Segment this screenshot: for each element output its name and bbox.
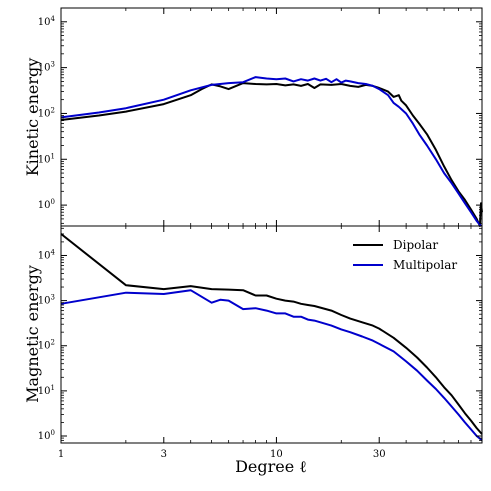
x-tick-label: 1 bbox=[58, 449, 64, 460]
magnetic-series-group bbox=[60, 233, 483, 442]
kinetic-plot-frame bbox=[60, 7, 483, 227]
kinetic-y-axis-label: Kinetic energy bbox=[23, 58, 42, 177]
y-tick-label: 100 bbox=[38, 429, 55, 442]
x-tick-label: 10 bbox=[270, 449, 283, 460]
kinetic-series-group bbox=[60, 76, 483, 227]
y-tick-label: 102 bbox=[38, 106, 55, 119]
y-tick-label: 101 bbox=[38, 384, 55, 397]
magnetic-energy-panel: 100 101 102 103 104 1 3 10 30 Magnetic energy De… bbox=[23, 225, 483, 476]
y-tick-label: 101 bbox=[38, 152, 55, 165]
x-tick-label: 30 bbox=[373, 449, 386, 460]
y-tick-label: 103 bbox=[38, 294, 55, 307]
kinetic-ticks-group: 100 101 102 103 104 bbox=[38, 7, 483, 226]
legend: Dipolar Multipolar bbox=[353, 238, 457, 272]
y-tick-label: 100 bbox=[38, 198, 55, 211]
y-tick-label: 104 bbox=[38, 15, 56, 28]
x-axis-label: Degree ℓ bbox=[235, 457, 307, 476]
kinetic-energy-panel: 100 101 102 103 104 Kinetic energy bbox=[23, 7, 483, 227]
legend-label: Multipolar bbox=[393, 258, 457, 272]
y-tick-label: 103 bbox=[38, 61, 55, 74]
magnetic-plot-frame bbox=[60, 225, 483, 444]
series-line-0-0 bbox=[60, 82, 483, 227]
series-line-1-0 bbox=[60, 233, 483, 435]
series-line-0-1 bbox=[60, 76, 482, 227]
legend-label: Dipolar bbox=[393, 238, 438, 252]
y-tick-label: 104 bbox=[38, 248, 56, 261]
y-tick-label: 102 bbox=[38, 339, 55, 352]
magnetic-y-axis-label: Magnetic energy bbox=[23, 265, 42, 403]
x-tick-label: 3 bbox=[161, 449, 167, 460]
series-line-1-1 bbox=[60, 289, 483, 442]
